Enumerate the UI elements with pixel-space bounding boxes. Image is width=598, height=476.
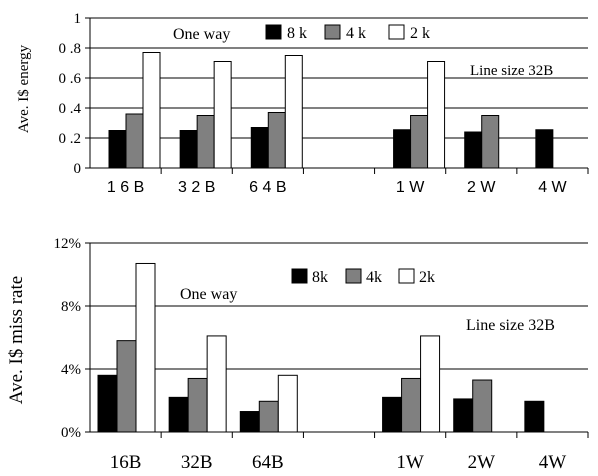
energy-legend-swatch-2k [388, 24, 405, 40]
bar [108, 130, 127, 169]
bar [472, 379, 493, 433]
x-tick-label: 4 W [538, 179, 567, 196]
bar [258, 400, 279, 433]
bar [196, 115, 215, 169]
x-tick-label: 1 6 B [107, 179, 144, 196]
miss-rate-bars [97, 262, 545, 433]
bar [427, 61, 446, 169]
y-tick-label: 0% [61, 425, 81, 441]
energy-y-ticks: 0 0 .2 0 .4 0 .6 0 .8 1 [59, 11, 90, 177]
bar [206, 335, 227, 433]
bar [142, 52, 161, 169]
bar [284, 55, 303, 169]
bar [453, 398, 474, 433]
bar [116, 340, 137, 433]
miss-rate-y-axis-label: Ave. I$ miss rate [6, 276, 27, 404]
bar [481, 115, 500, 169]
bar [277, 374, 298, 433]
bar [382, 396, 403, 433]
bar [239, 411, 260, 433]
miss-rate-legend-swatch-4k [345, 268, 362, 284]
x-tick-label: 3 2 B [178, 179, 215, 196]
bar [187, 377, 208, 433]
bar [213, 61, 232, 169]
bar [135, 262, 156, 433]
bar [420, 335, 441, 433]
miss-rate-annotation-line-size: Line size 32B [466, 317, 555, 334]
miss-rate-x-ticks: 16B 32B 64B 1W 2W 4W [110, 432, 589, 473]
y-tick-label: 0 .2 [59, 131, 82, 147]
miss-rate-legend: 8k 4k 2k [291, 268, 435, 286]
x-tick-label: 64B [252, 452, 284, 473]
x-tick-label: 6 4 B [249, 179, 286, 196]
x-tick-label: 4W [539, 452, 567, 473]
miss-rate-chart: Ave. I$ miss rate 0% 4% 8% 12% 16B 32B 64B 1W 2… [6, 236, 589, 473]
energy-legend-swatch-4k [324, 24, 341, 40]
bar [267, 112, 286, 169]
miss-rate-annotation-one-way: One way [180, 286, 237, 303]
bar [97, 374, 118, 433]
x-tick-label: 2W [468, 452, 496, 473]
energy-annotation-one-way: One way [173, 26, 230, 43]
energy-x-ticks: 1 6 B 3 2 B 6 4 B 1 W 2 W 4 W [107, 168, 589, 196]
energy-y-axis-label: Ave. I$ energy [16, 44, 32, 133]
bar [179, 130, 198, 169]
x-tick-label: 2 W [467, 179, 496, 196]
y-tick-label: 1 [74, 11, 82, 27]
bar [535, 129, 554, 169]
energy-legend: 8 k 4 k 2 k [265, 24, 430, 42]
bar [401, 377, 422, 433]
bar [250, 127, 269, 169]
miss-rate-legend-label-4k: 4k [366, 269, 382, 286]
energy-chart: Ave. I$ energy 0 0 .2 0 .4 0 .6 0 .8 1 1 6 B 3… [16, 11, 589, 196]
bar [464, 131, 483, 169]
energy-annotation-line-size: Line size 32B [470, 63, 553, 79]
energy-legend-label-8k: 8 k [287, 25, 307, 42]
y-tick-label: 0 .4 [59, 101, 82, 117]
miss-rate-legend-swatch-8k [291, 268, 308, 284]
x-tick-label: 1 W [396, 179, 425, 196]
y-tick-label: 0 .6 [59, 71, 82, 87]
x-tick-label: 16B [110, 452, 142, 473]
bar [524, 400, 545, 433]
y-tick-label: 8% [61, 299, 81, 315]
y-tick-label: 0 [74, 161, 82, 177]
bar [168, 396, 189, 433]
energy-legend-label-2k: 2 k [410, 25, 430, 42]
y-tick-label: 12% [54, 236, 82, 252]
bar [410, 115, 429, 169]
miss-rate-legend-swatch-2k [398, 268, 415, 284]
miss-rate-legend-label-8k: 8k [312, 269, 328, 286]
miss-rate-y-ticks: 0% 4% 8% 12% [54, 236, 90, 441]
bar [393, 129, 412, 169]
energy-gridlines [90, 17, 588, 139]
miss-rate-gridlines [90, 242, 588, 370]
miss-rate-legend-label-2k: 2k [419, 269, 435, 286]
energy-legend-swatch-8k [265, 24, 282, 40]
y-tick-label: 0 .8 [59, 41, 82, 57]
bar [125, 113, 144, 169]
x-tick-label: 32B [181, 452, 213, 473]
y-tick-label: 4% [61, 362, 81, 378]
energy-legend-label-4k: 4 k [346, 25, 366, 42]
x-tick-label: 1W [396, 452, 424, 473]
